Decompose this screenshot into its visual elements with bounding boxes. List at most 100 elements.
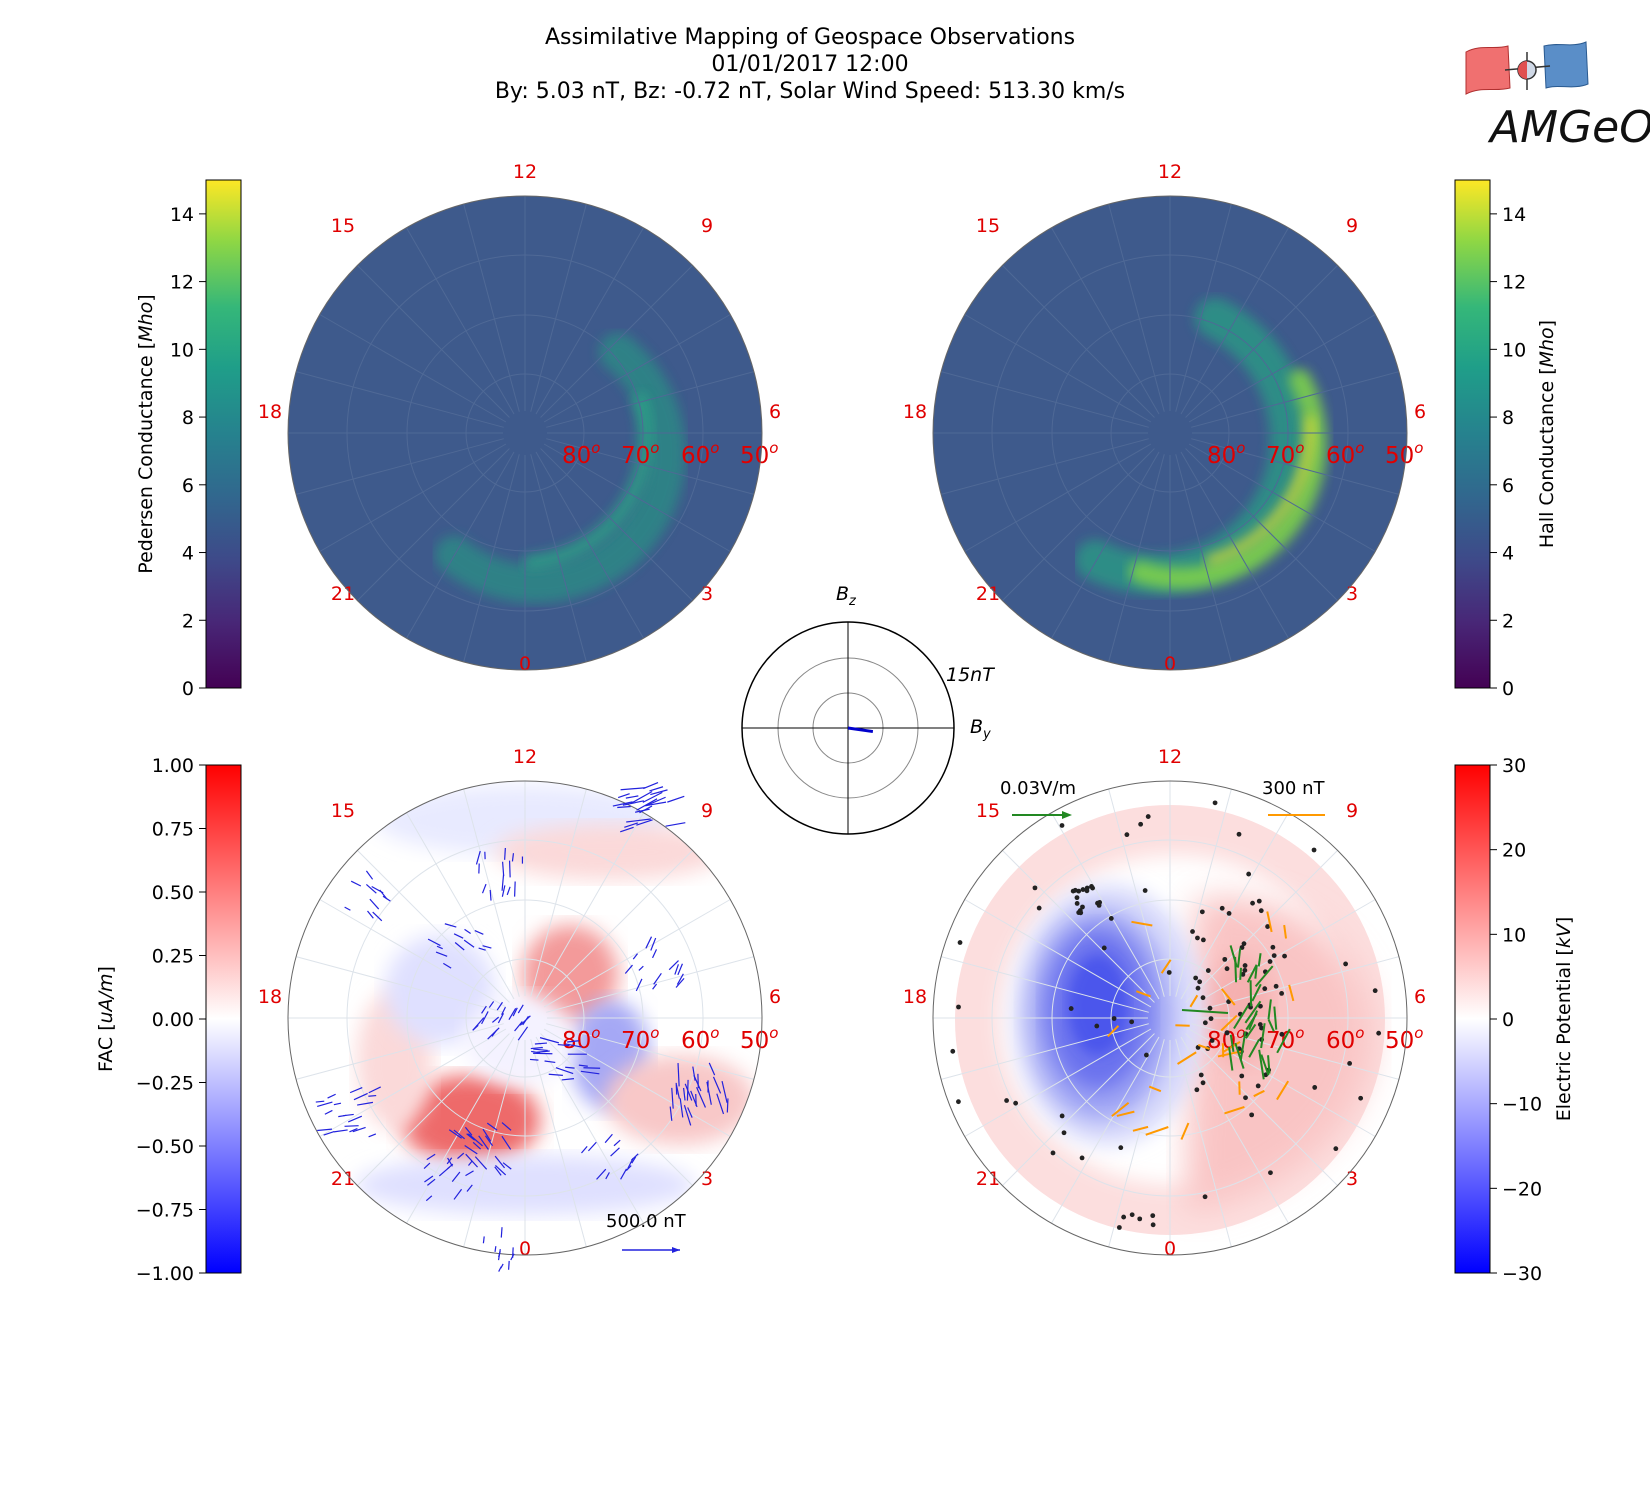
ground-vector (652, 983, 658, 990)
ground-vector (443, 962, 452, 969)
ground-vector (494, 1155, 506, 1169)
mlt-meridian (1051, 227, 1160, 415)
efield-vector (1273, 1006, 1278, 1030)
ground-vector (324, 1109, 333, 1115)
ground-vector (510, 1253, 515, 1261)
ground-vector (651, 949, 658, 959)
station-dot (1226, 911, 1232, 916)
ground-vector (357, 1101, 374, 1106)
mlt-label: 21 (976, 1168, 1000, 1190)
ground-vector (488, 1001, 495, 1008)
hall-colorbar: 0 2 4 6 8 10 12 14 Hall Conductance [Mho] (1454, 179, 1558, 700)
station-dot (1068, 1006, 1074, 1011)
ground-vector (517, 1004, 524, 1014)
station-dot (1118, 1145, 1124, 1151)
colorbar-tick-label: −30 (1502, 1263, 1542, 1285)
station-dot (1077, 908, 1083, 913)
ground-vector (379, 889, 388, 900)
ground-vector (500, 1263, 504, 1269)
ground-vector (649, 786, 664, 792)
ground-vector (423, 1162, 431, 1170)
station-dot (1094, 1023, 1100, 1029)
magnetometer-vector (1222, 1041, 1241, 1053)
ground-vector (444, 923, 457, 928)
mlt-meridian (535, 1036, 644, 1224)
mlt-label: 0 (1164, 653, 1176, 675)
mlt-meridian (319, 1028, 507, 1137)
ground-vector (638, 965, 644, 971)
fac-colorbar-bar (205, 764, 242, 1274)
mlt-label: 3 (701, 1168, 713, 1190)
mlt-meridian (295, 371, 504, 428)
ground-vector (501, 1122, 512, 1131)
mlt-label: 15 (976, 215, 1000, 237)
efield-vector (1233, 1004, 1250, 1030)
station-dot (1013, 1100, 1019, 1106)
efield-vector (1228, 1046, 1234, 1071)
ground-vector (501, 1135, 512, 1150)
station-dot (1273, 983, 1279, 989)
hall-oval-peak (1205, 415, 1315, 565)
station-dot (1207, 1005, 1213, 1011)
ground-vector (650, 789, 668, 796)
mlt-meridian (535, 812, 644, 1000)
station-dot (1376, 1030, 1382, 1036)
ground-vector (665, 822, 686, 827)
magnetometer-vector (1189, 994, 1199, 1008)
station-dot (1358, 1095, 1364, 1101)
mlt-label: 12 (1158, 161, 1182, 183)
station-dot (1270, 944, 1276, 950)
ground-vector (708, 1062, 716, 1076)
ground-vector (645, 936, 653, 949)
potential-colorbar: 30 20 10 0 −10 −20 −30 Electric Potential [kV] (1454, 755, 1575, 1285)
ground-vector (613, 1139, 621, 1147)
station-dot (1124, 832, 1130, 838)
ground-vector (501, 885, 506, 897)
mlt-meridian (1002, 850, 1155, 1003)
ground-vector (474, 929, 484, 935)
station-dot (1084, 885, 1090, 891)
ground-vector (495, 1164, 507, 1176)
ground-vector (539, 1037, 560, 1044)
pedersen-colorbar-bar (205, 179, 242, 689)
ground-vector (517, 1026, 529, 1041)
efield-vector (1245, 1023, 1257, 1039)
ground-vector (501, 874, 505, 891)
mlt-meridian (1180, 451, 1289, 639)
ground-vector (349, 1086, 363, 1094)
chart-parameters: By: 5.03 nT, Bz: -0.72 nT, Solar Wind Sp… (494, 79, 1126, 104)
magnetometer-vector (1197, 1043, 1211, 1050)
efield-vector (1258, 1049, 1265, 1080)
ground-vector (534, 1042, 547, 1045)
mlt-meridian (543, 899, 731, 1008)
station-dot (1080, 904, 1085, 910)
mlt-meridian (964, 1028, 1152, 1137)
ground-vector (369, 898, 380, 910)
ground-vector (548, 1073, 563, 1076)
station-dot (1190, 929, 1195, 934)
colorbar-tick-label: −0.50 (136, 1136, 194, 1158)
mlt-meridian (406, 227, 515, 415)
mlt-meridian (406, 812, 515, 1000)
potential-observations (950, 800, 1382, 1230)
colorbar-tick-label: −1.00 (136, 1263, 194, 1285)
station-dot (1262, 986, 1268, 992)
mlt-label: 3 (1346, 583, 1358, 605)
ground-vector (677, 1063, 680, 1087)
station-dot (1108, 916, 1114, 921)
ground-vector (475, 850, 481, 865)
ground-vector (451, 1171, 461, 1183)
ground-vector (500, 1227, 503, 1238)
mlt-meridian (940, 956, 1149, 1013)
station-dot (1255, 1083, 1261, 1089)
ground-vector (667, 795, 685, 803)
mlt-label: 15 (331, 800, 355, 822)
station-dot (1089, 884, 1094, 889)
mlt-meridian (540, 265, 693, 418)
ground-vector (323, 1130, 335, 1136)
mlt-label: 21 (976, 583, 1000, 605)
ground-vector (315, 1100, 325, 1103)
ground-vector (467, 1133, 483, 1147)
